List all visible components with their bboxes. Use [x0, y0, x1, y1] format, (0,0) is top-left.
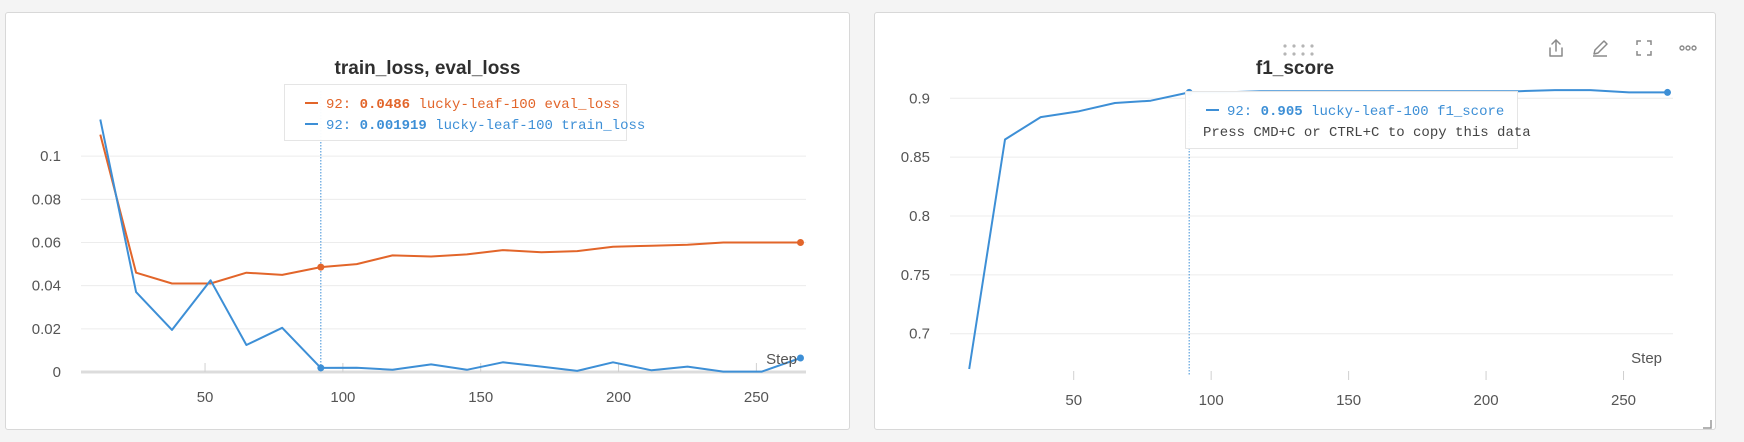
tooltip-step: 92:	[1227, 104, 1253, 120]
series-swatch-train-loss	[305, 123, 318, 126]
tooltip-run-name: lucky-leaf-100 train_loss	[435, 118, 646, 134]
panel-title: f1_score	[1255, 58, 1335, 79]
y-tick-label: 0.8	[909, 208, 930, 225]
x-tick-label: 150	[468, 389, 493, 406]
x-tick-label: 150	[1336, 392, 1361, 409]
share-icon[interactable]	[1543, 35, 1569, 61]
x-tick-label: 250	[744, 389, 769, 406]
drag-handle-icon[interactable]	[1282, 43, 1316, 57]
hover-tooltip: 92: 0.0486 lucky-leaf-100 eval_loss 92: …	[284, 84, 645, 141]
y-tick-label: 0.08	[32, 191, 61, 208]
x-tick-label: 50	[1065, 392, 1082, 409]
fullscreen-icon[interactable]	[1631, 35, 1657, 61]
chart-panel-loss: train_loss, eval_loss 0 0.02 0.04 0.06 0.08 0…	[5, 12, 850, 430]
tooltip-run-name: lucky-leaf-100 eval_loss	[418, 97, 621, 113]
x-tick-label: 50	[197, 389, 214, 406]
last-point	[1664, 88, 1672, 96]
tooltip-copy-hint: Press CMD+C or CTRL+C to copy this data	[1203, 125, 1531, 141]
series-swatch-f1-score	[1206, 109, 1219, 112]
y-tick-label: 0.7	[909, 326, 930, 343]
tooltip-step: 92:	[326, 97, 352, 113]
edit-pencil-icon[interactable]	[1587, 35, 1613, 61]
series-line	[99, 119, 801, 373]
panel-title: train_loss, eval_loss	[334, 58, 521, 79]
y-tick-label: 0	[53, 364, 61, 381]
series-swatch-eval-loss	[305, 102, 318, 105]
y-tick-label: 0.06	[32, 235, 61, 252]
tooltip-value: 0.001919	[359, 118, 427, 134]
hover-point	[317, 364, 325, 372]
y-tick-label: 0.9	[909, 90, 930, 107]
loss-chart[interactable]: 0 0.02 0.04 0.06 0.08 0.1 50 100 150 200 250 Step	[6, 13, 851, 431]
tooltip-row-train-loss: 92: 0.001919 lucky-leaf-100 train_loss	[305, 116, 645, 137]
more-options-icon[interactable]	[1675, 35, 1701, 61]
panel-toolbar	[1543, 35, 1701, 61]
series-line	[99, 134, 801, 285]
x-tick-label: 250	[1611, 392, 1636, 409]
x-tick-label: 100	[330, 389, 355, 406]
resize-handle-icon[interactable]	[1702, 416, 1712, 429]
x-tick-label: 100	[1199, 392, 1224, 409]
tooltip-value: 0.0486	[359, 97, 411, 113]
y-tick-label: 0.85	[901, 149, 930, 166]
chart-panel-f1: f1_score 0.7 0.75 0.8 0.85 0.9 50 100 150 200 250…	[874, 12, 1716, 430]
last-point	[796, 354, 804, 362]
tooltip-run-name: lucky-leaf-100 f1_score	[1311, 104, 1505, 120]
x-axis-title: Step	[1631, 350, 1662, 367]
tooltip-row-eval-loss: 92: 0.0486 lucky-leaf-100 eval_loss	[305, 95, 620, 116]
tooltip-value: 0.905	[1260, 104, 1303, 120]
y-tick-label: 0.1	[40, 148, 61, 165]
tooltip-step: 92:	[326, 118, 352, 134]
f1-score-chart[interactable]: 0.7 0.75 0.8 0.85 0.9 50 100 150 200 250 Step	[875, 13, 1717, 431]
y-tick-label: 0.04	[32, 278, 61, 295]
x-axis-title: Step	[766, 351, 797, 368]
x-tick-label: 200	[606, 389, 631, 406]
last-point	[796, 239, 804, 246]
x-tick-label: 200	[1474, 392, 1499, 409]
tooltip-row-f1-score: 92: 0.905 lucky-leaf-100 f1_score	[1206, 102, 1505, 123]
hover-tooltip: 92: 0.905 lucky-leaf-100 f1_score Press …	[1185, 91, 1531, 149]
y-tick-label: 0.02	[32, 321, 61, 338]
hover-point	[317, 263, 325, 271]
y-tick-label: 0.75	[901, 267, 930, 284]
